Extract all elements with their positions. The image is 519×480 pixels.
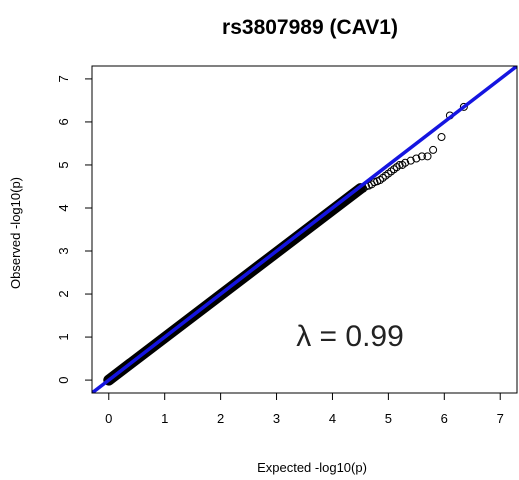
x-tick-label: 3	[273, 411, 280, 426]
x-tick-label: 7	[497, 411, 504, 426]
data-point	[401, 158, 410, 167]
y-tick-label: 4	[56, 204, 71, 211]
data-point	[384, 169, 393, 178]
y-tick-label: 1	[56, 333, 71, 340]
chart-title: rs3807989 (CAV1)	[222, 16, 398, 39]
points-layer	[359, 102, 468, 193]
y-tick-label: 0	[56, 376, 71, 383]
y-tick-label: 3	[56, 247, 71, 254]
data-point	[378, 173, 387, 182]
data-point	[423, 152, 432, 161]
y-tick-label: 6	[56, 118, 71, 125]
data-point	[387, 167, 396, 176]
y-tick-label: 5	[56, 161, 71, 168]
data-point	[398, 160, 407, 169]
plot-region	[92, 66, 517, 393]
data-point	[406, 156, 415, 165]
x-tick-label: 4	[329, 411, 336, 426]
x-tick-label: 2	[217, 411, 224, 426]
y-tick-label: 7	[56, 75, 71, 82]
lambda-annotation: λ = 0.99	[296, 320, 404, 353]
x-axis-label: Expected -log10(p)	[257, 460, 367, 475]
reference-line	[92, 66, 517, 393]
x-tick-label: 0	[105, 411, 112, 426]
data-point	[437, 132, 446, 141]
data-point	[412, 154, 421, 163]
y-axis-label: Observed -log10(p)	[8, 177, 23, 289]
x-tick-label: 1	[161, 411, 168, 426]
data-point	[375, 176, 384, 185]
data-point	[429, 145, 438, 154]
y-axis: 0 1 2 3 4 5 6 7	[56, 75, 92, 384]
x-tick-label: 5	[385, 411, 392, 426]
x-axis: 0 1 2 3 4 5 6 7	[105, 393, 504, 426]
data-point	[381, 171, 390, 180]
data-point	[395, 160, 404, 169]
data-point	[417, 152, 426, 161]
data-point	[459, 102, 468, 111]
data-point	[389, 165, 398, 174]
x-tick-label: 6	[441, 411, 448, 426]
y-tick-label: 2	[56, 290, 71, 297]
plot-frame	[91, 65, 518, 394]
data-point	[392, 163, 401, 172]
